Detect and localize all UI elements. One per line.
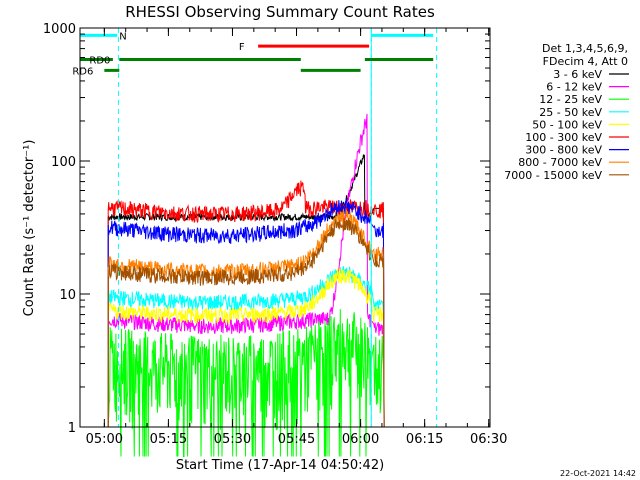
y-axis-label: Count Rate (s⁻¹ detector⁻¹) [22, 140, 37, 317]
x-tick-label: 06:15 [406, 432, 443, 447]
x-tick-label: 05:00 [86, 432, 123, 447]
x-tick-label: 06:30 [470, 432, 507, 447]
legend-header-line: Det 1,3,4,5,6,9, [542, 42, 628, 55]
legend-entry-label: 12 - 25 keV [539, 93, 602, 106]
legend-header-line: FDecim 4, Att 0 [543, 55, 628, 68]
legend-entry-label: 50 - 100 keV [532, 118, 602, 131]
series-line-7 [107, 198, 385, 428]
y-tick-label: 1000 [43, 22, 76, 37]
legend-entry-label: 6 - 12 keV [546, 81, 602, 94]
x-tick-label: 06:00 [342, 432, 379, 447]
legend-entry-label: 3 - 6 keV [553, 68, 602, 81]
plot-frame [79, 27, 491, 428]
x-tick-label: 05:15 [150, 432, 187, 447]
data-layer [107, 113, 385, 457]
footer-date: 22-Oct-2021 14:42 [560, 469, 636, 478]
flag-label-rd6: RD6 [72, 66, 93, 77]
x-tick-label: 05:30 [214, 432, 251, 447]
y-tick-label: 1 [68, 421, 76, 436]
x-tick-label: 05:45 [278, 432, 315, 447]
series-line-9 [107, 218, 385, 428]
flag-label-n: N [119, 31, 126, 42]
legend-entry-label: 300 - 800 keV [525, 144, 602, 157]
x-axis-label: Start Time (17-Apr-14 04:50:42) [176, 458, 384, 473]
legend-entry-label: 100 - 300 keV [525, 131, 602, 144]
legend-entry-label: 25 - 50 keV [539, 106, 602, 119]
legend: Det 1,3,4,5,6,9,FDecim 4, Att 03 - 6 keV… [504, 42, 629, 182]
legend-entry-label: 800 - 7000 keV [518, 156, 602, 169]
chart-title: RHESSI Observing Summary Count Rates [125, 3, 435, 21]
series-line-8 [107, 207, 385, 428]
y-tick-label: 100 [51, 155, 76, 170]
legend-entry-label: 7000 - 15000 keV [504, 169, 602, 182]
series-line-3 [107, 309, 385, 457]
tick-layer: 05:00 05:15 05:30 05:45 06:00 06:15 06:30 1 10 10… [43, 22, 508, 447]
y-tick-label: 10 [59, 288, 76, 303]
series-line-5 [107, 267, 385, 428]
flag-label-f: F [239, 42, 245, 53]
flag-label-rd0: RD0 [89, 55, 110, 66]
